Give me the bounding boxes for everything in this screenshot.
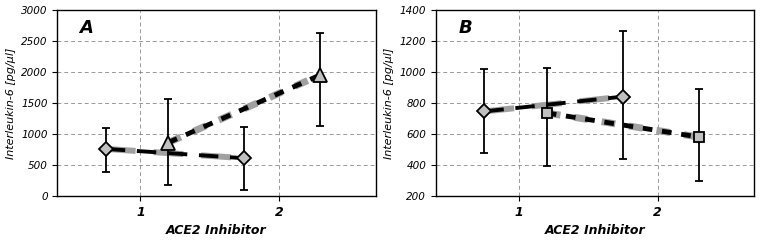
Y-axis label: Interleukin-6 [pg/μl]: Interleukin-6 [pg/μl] (384, 47, 394, 158)
X-axis label: ACE2 Inhibitor: ACE2 Inhibitor (166, 225, 267, 237)
Text: B: B (458, 19, 472, 37)
Y-axis label: Interleukin-6 [pg/μl]: Interleukin-6 [pg/μl] (5, 47, 15, 158)
Text: A: A (80, 19, 93, 37)
X-axis label: ACE2 Inhibitor: ACE2 Inhibitor (545, 225, 645, 237)
